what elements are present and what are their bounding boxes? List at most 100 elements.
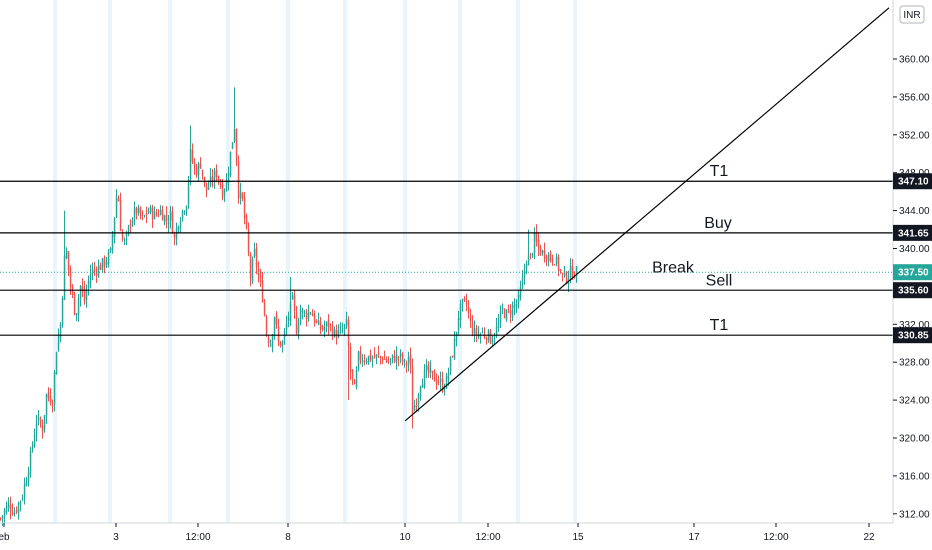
candle-body <box>511 305 514 318</box>
candle-body <box>69 268 72 288</box>
candle-body <box>169 210 172 221</box>
candle-body <box>491 340 494 342</box>
candle-body <box>401 354 404 362</box>
candle-body <box>403 359 406 362</box>
candle-body <box>53 371 56 405</box>
candle-body <box>133 208 136 220</box>
candle-body <box>223 190 226 196</box>
candle-body <box>167 222 170 224</box>
candle-body <box>555 256 558 265</box>
price-tick-label: 312.00 <box>899 509 930 520</box>
candle-body <box>31 445 34 449</box>
candle-body <box>143 215 146 217</box>
candle-body <box>285 323 288 330</box>
time-tick-label: 22 <box>863 532 875 543</box>
candle-body <box>5 505 8 513</box>
candle-body <box>391 354 394 359</box>
candle-body <box>291 294 294 300</box>
candle-body <box>267 337 270 344</box>
levels[interactable] <box>0 180 893 336</box>
candle-body <box>271 334 274 348</box>
candle-body <box>105 262 108 265</box>
candle-body <box>385 358 388 362</box>
candle-body <box>435 379 438 384</box>
candle-body <box>187 179 190 205</box>
candle-body <box>15 510 18 513</box>
candle-body <box>129 224 132 226</box>
candle-body <box>297 324 300 333</box>
candle-body <box>563 270 566 277</box>
candle-body <box>201 169 204 176</box>
candle-body <box>443 388 446 391</box>
candle-body <box>67 251 70 270</box>
candle-body <box>241 193 244 199</box>
candle-body <box>573 276 576 278</box>
time-tick-label: 12:00 <box>185 532 210 543</box>
candle-body <box>235 129 238 162</box>
time-tick-label: 8 <box>285 532 291 543</box>
candle-body <box>541 250 544 254</box>
time-tick-label: 3 <box>113 532 119 543</box>
candle-body <box>389 358 392 361</box>
candle-body <box>51 405 54 407</box>
trendline[interactable] <box>404 7 890 422</box>
candle-body <box>453 339 456 359</box>
candle-body <box>417 394 420 405</box>
candle-body <box>561 273 564 275</box>
candle-body <box>369 353 372 361</box>
candle-body <box>447 372 450 379</box>
candle-body <box>429 368 432 374</box>
candle-body <box>345 318 348 326</box>
candle-body <box>569 265 572 278</box>
candle-body <box>183 211 186 213</box>
annotations: T1 Buy Break Sell T1 <box>652 163 732 334</box>
price-axis[interactable] <box>893 0 932 523</box>
candle-body <box>161 209 164 221</box>
candle-body <box>37 416 40 421</box>
candle-body <box>513 304 516 308</box>
currency-badge-label: INR <box>903 10 920 21</box>
candle-body <box>409 354 412 368</box>
candle-body <box>217 176 220 182</box>
candle-body <box>63 256 66 300</box>
candle-body <box>109 248 112 252</box>
currency-badge[interactable]: INR <box>899 5 925 24</box>
candle-body <box>185 206 188 213</box>
candle-body <box>299 310 302 325</box>
candle-body <box>493 337 496 339</box>
candle-body <box>81 286 84 292</box>
candle-body <box>565 272 568 283</box>
session-break <box>226 0 230 523</box>
candle-body <box>533 232 536 253</box>
candle-body <box>101 258 104 270</box>
session-break <box>286 0 290 523</box>
candle-body <box>405 362 408 366</box>
time-axis-ticks: eb 3 12:00 8 10 12:00 15 17 12:00 22 <box>0 523 875 543</box>
candle-body <box>309 312 312 314</box>
candle-body <box>425 365 428 371</box>
candle-body <box>251 259 254 282</box>
candle-body <box>311 314 314 317</box>
candle-body <box>359 350 362 361</box>
candle-body <box>107 252 110 264</box>
session-break <box>168 0 172 523</box>
candle-body <box>543 249 546 259</box>
current-price-tag <box>893 264 932 281</box>
candle-body <box>9 504 12 512</box>
price-tick-label: 320.00 <box>899 434 930 445</box>
candle-body <box>1 515 4 519</box>
candle-body <box>521 277 524 287</box>
candle-body <box>75 313 78 316</box>
candle-body <box>515 303 518 307</box>
candle-body <box>519 287 522 298</box>
candle-body <box>431 370 434 372</box>
candle-body <box>549 252 552 261</box>
candle-body <box>411 366 414 414</box>
candle-body <box>289 302 292 321</box>
candle-body <box>25 480 28 486</box>
candle-body <box>249 254 252 279</box>
candle-body <box>433 370 436 382</box>
candle-body <box>407 356 410 364</box>
